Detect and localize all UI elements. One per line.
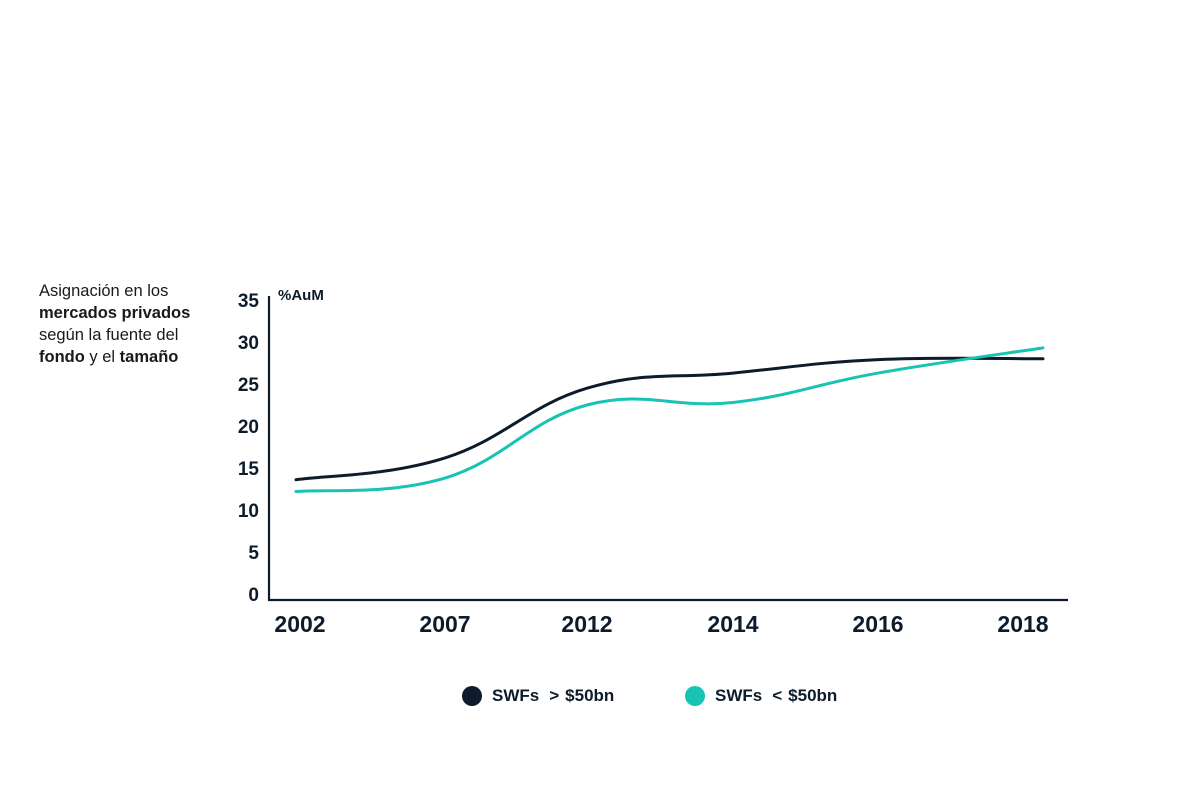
y-tick-label: 35 [238, 291, 260, 312]
legend-item-2-suffix: $50bn [788, 686, 838, 705]
series-lines [294, 346, 1045, 494]
legend-item-1-symbol: > [549, 686, 560, 705]
legend-dot-teal [685, 686, 705, 706]
y-axis-unit-label: %AuM [278, 287, 324, 304]
legend-item-small-swfs: SWFs < $50bn [685, 682, 837, 710]
x-tick-label: 2007 [419, 611, 470, 637]
legend-item-2-prefix: SWFs [715, 686, 763, 705]
legend-item-1-prefix: SWFs [492, 686, 540, 705]
x-tick-label: 2012 [561, 611, 612, 637]
legend-item-large-swfs: SWFs > $50bn [462, 682, 614, 710]
series-line-large-swfs [294, 356, 1045, 482]
y-tick-label: 30 [238, 333, 259, 354]
series-line-small-swfs [294, 346, 1045, 494]
caption-bold-fondo: fondo [39, 348, 85, 366]
x-tick-label: 2002 [274, 611, 325, 637]
y-tick-label: 25 [238, 375, 260, 396]
legend-item-1-suffix: $50bn [565, 686, 615, 705]
caption-bold-tamano: tamaño [119, 348, 179, 366]
legend-dot-dark [462, 686, 482, 706]
y-tick-label: 20 [238, 417, 259, 438]
x-tick-label: 2014 [707, 611, 758, 637]
caption-line-1: Asignación en los [39, 282, 169, 300]
x-tick-label: 2018 [997, 611, 1048, 637]
caption-line-3: según la fuente del [39, 326, 179, 344]
y-tick-label: 5 [248, 543, 259, 564]
y-tick-label: 10 [238, 501, 259, 522]
y-axis-ticks: 0 5 10 15 20 25 30 35 [238, 291, 260, 606]
y-tick-label: 0 [248, 585, 259, 606]
y-tick-label: 15 [238, 459, 260, 480]
x-tick-label: 2016 [852, 611, 903, 637]
caption-mid: y el [84, 348, 120, 366]
legend-item-2-symbol: < [772, 686, 783, 705]
chart-legend: SWFs > $50bn SWFs < $50bn [0, 682, 1200, 712]
caption-line-2: mercados privados [39, 304, 191, 322]
chart-caption: Asignación en los mercados privados segú… [39, 280, 229, 368]
x-axis-ticks: 2002 2007 2012 2014 2016 2018 [274, 611, 1048, 637]
